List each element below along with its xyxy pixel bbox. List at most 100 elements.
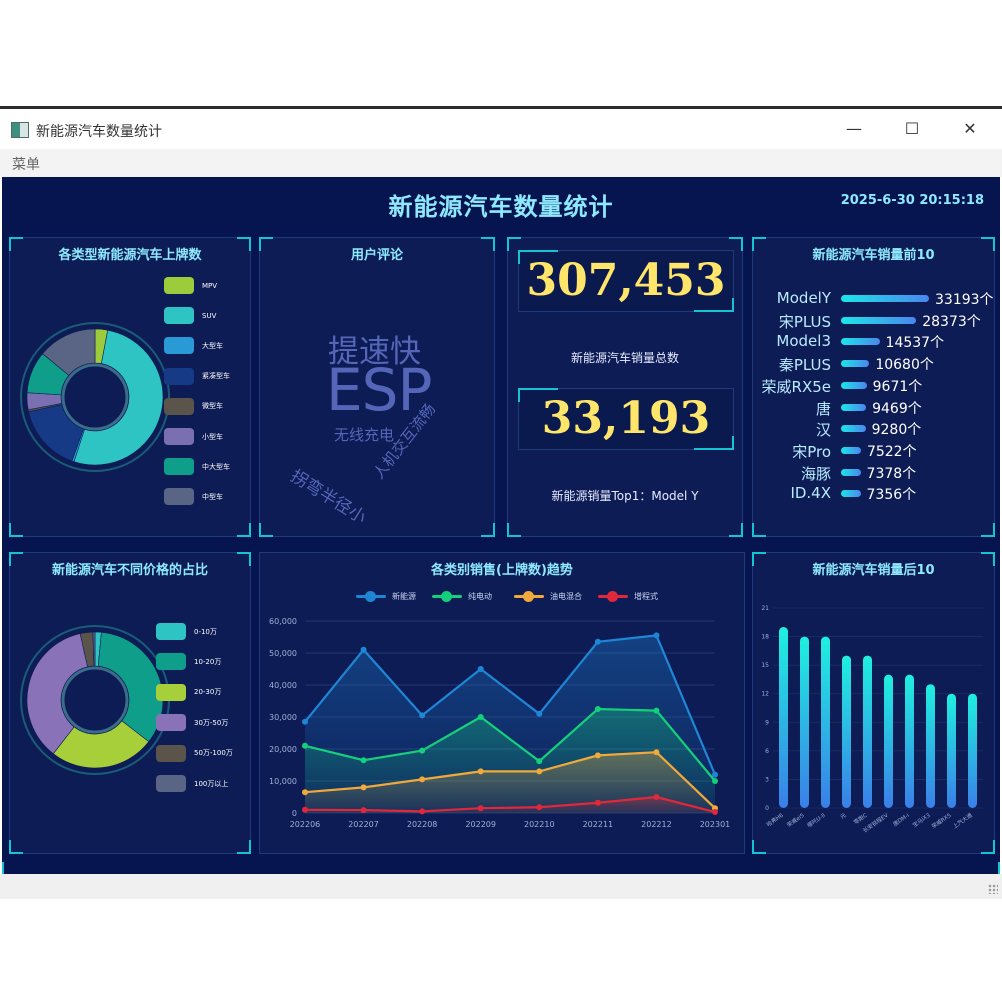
data-point[interactable] [712,771,718,778]
y-tick-label: 3 [765,776,769,783]
bar[interactable] [905,674,914,808]
bar[interactable] [842,655,851,808]
data-point[interactable] [477,768,484,775]
legend-label: 油电混合 [550,592,582,601]
top10-row: 宋Pro 7522个 [753,441,993,463]
data-point[interactable] [302,806,308,813]
legend-item[interactable]: 50万-100万 [156,744,233,762]
legend-item[interactable]: 0-10万 [156,623,217,640]
data-point[interactable] [536,758,543,765]
bar[interactable] [779,627,788,808]
top10-bar [841,468,861,476]
title-bar[interactable]: 新能源汽车数量统计 — ☐ ✕ [0,109,1002,149]
y-tick-label: 30,000 [269,713,297,722]
data-point[interactable] [360,757,367,764]
data-point[interactable] [477,805,484,812]
trend-legend-item[interactable]: 纯电动 [432,591,492,602]
legend-item[interactable]: 微型车 [164,397,223,415]
legend-label: 增程式 [634,592,658,601]
data-point[interactable] [594,706,601,712]
trend-area-chart: 0 10,000 20,000 30,000 40,000 50,000 60,000 202… [269,617,730,829]
data-point[interactable] [653,632,660,639]
legend-item[interactable]: 紧凑型车 [164,367,230,385]
donut-slice-2 [52,720,150,769]
y-tick-label: 50,000 [269,649,297,658]
legend-item[interactable]: SUV [164,307,216,325]
top10-row: 汉 9280个 [753,419,993,441]
legend-swatch [156,714,186,732]
bar[interactable] [947,693,956,808]
data-point[interactable] [653,749,660,756]
data-point[interactable] [360,646,367,653]
legend-item[interactable]: 20-30万 [156,683,221,701]
data-point[interactable] [302,718,308,725]
word-wireless: 无线充电 [334,426,395,444]
legend-label: 小型车 [202,432,223,441]
x-tick-label: 荣威ei5 [785,811,806,829]
data-point[interactable] [594,799,601,806]
resize-grip-icon[interactable] [988,884,998,894]
data-point[interactable] [536,710,543,717]
top10-value: 28373个 [922,313,981,330]
data-point[interactable] [712,809,718,816]
legend-marker [356,591,386,602]
data-point[interactable] [477,666,484,672]
legend-marker [432,591,462,602]
data-point[interactable] [477,714,484,720]
data-point[interactable] [536,804,543,811]
bar[interactable] [968,693,977,808]
top10-row: 秦PLUS 10680个 [753,354,993,376]
data-point[interactable] [419,712,426,719]
legend-item[interactable]: 中型车 [164,488,223,506]
legend-swatch [164,488,194,506]
trend-legend-item[interactable]: 油电混合 [514,591,582,602]
legend-item[interactable]: 100万以上 [156,775,228,792]
data-point[interactable] [536,768,543,775]
data-point[interactable] [653,707,660,714]
x-tick-label: 唐DM-i [891,811,911,828]
data-point[interactable] [419,776,426,783]
legend-item[interactable]: 小型车 [164,428,223,445]
x-tick-label: 202206 [290,820,321,829]
legend-item[interactable]: 大型车 [164,337,223,355]
legend-item[interactable]: 中大型车 [164,458,230,476]
data-point[interactable] [302,742,308,749]
minimize-button[interactable]: — [846,119,862,138]
close-button[interactable]: ✕ [963,119,977,138]
word-radius: 拐弯半径小 [286,466,370,529]
bar[interactable] [800,636,809,808]
bar[interactable] [884,674,893,808]
menu-item-menu[interactable]: 菜单 [12,157,40,173]
data-point[interactable] [594,752,601,759]
trend-legend-item[interactable]: 新能源 [356,591,416,602]
type-plates-donut-chart [20,322,170,472]
y-tick-label: 21 [761,605,769,612]
top10-row: ID.4X 7356个 [753,484,993,506]
top10-model-name: 荣威RX5e [761,377,831,396]
bar[interactable] [926,684,935,808]
bar[interactable] [821,636,830,808]
bar[interactable] [863,655,872,808]
data-point[interactable] [302,789,308,796]
data-point[interactable] [594,638,601,645]
data-point[interactable] [419,808,426,815]
data-point[interactable] [360,807,367,814]
legend-item[interactable]: MPV [164,277,217,294]
trend-legend-item[interactable]: 增程式 [598,591,658,602]
data-point[interactable] [712,778,718,784]
legend-item[interactable]: 10-20万 [156,653,221,671]
series-line [304,707,716,782]
series-area [305,752,715,813]
y-tick-label: 20,000 [269,745,297,754]
panel-comments: 用户评论 提速快 ESP 无线充电 拐弯半径小 人机交互流畅 [259,237,495,537]
legend-item[interactable]: 30万-50万 [156,714,228,732]
maximize-button[interactable]: ☐ [904,119,920,138]
panel-totals: 307,453 新能源汽车销量总数 33,193 新能源销量Top1：Model… [507,237,743,537]
panel-title: 新能源汽车不同价格的占比 [51,563,208,578]
data-point[interactable] [419,747,426,754]
app-window: 新能源汽车数量统计 — ☐ ✕ 菜单 新能源汽车数量统计 2025-6-30 2… [0,106,1002,899]
data-point[interactable] [360,784,367,791]
y-tick-label: 18 [761,634,769,641]
top10-bar [841,316,917,324]
data-point[interactable] [653,794,660,800]
